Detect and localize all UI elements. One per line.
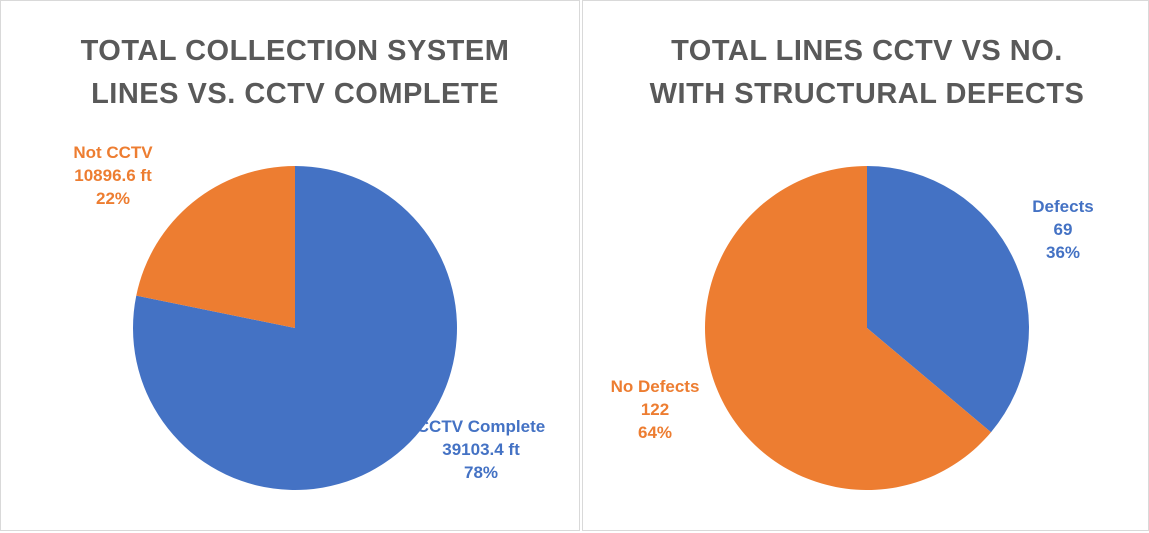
percent-label: 36% — [1045, 243, 1081, 262]
pie-slice — [867, 166, 1029, 433]
category-label: CCTV Complete — [416, 417, 546, 436]
chart-title: TOTAL COLLECTION SYSTEM LINES VS. CCTV C… — [80, 35, 510, 110]
value-label: 122 — [640, 400, 670, 419]
value-label: 10896.6 ft — [74, 166, 152, 185]
percent-label: 64% — [637, 423, 673, 442]
data-label: CCTV Complete 39103.4 ft 78% — [411, 415, 551, 484]
category-label: No Defects — [610, 377, 700, 396]
data-label: Defects 69 36% — [993, 195, 1133, 264]
chart-title: TOTAL LINES CCTV VS NO. WITH STRUCTURAL … — [649, 35, 1085, 110]
category-label: Not CCTV — [73, 143, 153, 162]
category-label: Defects — [1032, 197, 1094, 216]
pie-slice — [704, 166, 992, 490]
percent-label: 78% — [463, 463, 499, 482]
pie-slice — [136, 166, 295, 328]
value-label: 39103.4 ft — [442, 440, 520, 459]
chart-panel — [0, 0, 580, 531]
data-label: Not CCTV 10896.6 ft 22% — [43, 141, 183, 210]
value-label: 69 — [1053, 220, 1073, 239]
data-label: No Defects 122 64% — [585, 375, 725, 444]
percent-label: 22% — [95, 189, 131, 208]
